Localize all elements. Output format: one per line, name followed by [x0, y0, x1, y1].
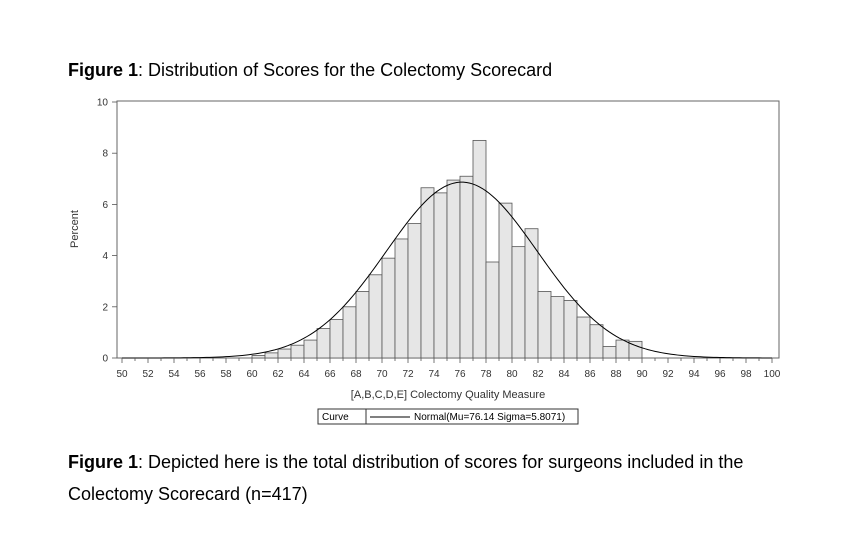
legend: Curve Normal(Mu=76.14 Sigma=5.8071) [317, 408, 579, 425]
legend-box [317, 408, 579, 425]
x-tick-label: 94 [688, 369, 700, 380]
histogram-bar [537, 291, 552, 359]
histogram-bar [316, 328, 331, 359]
x-tick-label: 88 [610, 369, 622, 380]
histogram-bar [589, 324, 604, 359]
histogram-bar [381, 257, 396, 359]
x-tick-label: 98 [740, 369, 752, 380]
x-tick-label: 68 [350, 369, 362, 380]
histogram-bar [355, 291, 370, 359]
x-tick-label: 78 [480, 369, 492, 380]
x-tick-label: 86 [584, 369, 596, 380]
histogram-bar [602, 346, 617, 359]
figure-caption: Figure 1: Depicted here is the total dis… [68, 446, 808, 510]
y-tick-label: 6 [102, 200, 108, 211]
histogram-bar [485, 261, 500, 359]
figure-title-label: Figure 1 [68, 60, 139, 80]
x-tick-label: 84 [558, 369, 570, 380]
x-tick-label: 62 [272, 369, 284, 380]
histogram-bar [394, 238, 409, 359]
histogram-bar [420, 187, 435, 359]
figure-title-text: : Distribution of Scores for the Colecto… [138, 60, 553, 80]
histogram-bar [628, 340, 643, 359]
histogram-bar [290, 344, 305, 359]
x-tick-label: 80 [506, 369, 518, 380]
x-tick-label: 58 [220, 369, 232, 380]
y-axis: 0 2 4 6 8 10 [97, 98, 117, 365]
x-tick-label: 100 [764, 369, 781, 380]
histogram-bar [407, 223, 422, 359]
histogram-bar [576, 316, 591, 359]
y-tick-label: 4 [102, 251, 108, 262]
x-tick-label: 70 [376, 369, 388, 380]
x-axis: 50 52 54 56 58 60 62 64 66 68 70 72 74 76 78 80 82 84 86 88… [116, 358, 781, 380]
legend-entry: Normal(Mu=76.14 Sigma=5.8071) [414, 412, 565, 423]
x-tick-label: 54 [168, 369, 180, 380]
x-tick-label: 64 [298, 369, 310, 380]
y-tick-label: 10 [97, 98, 109, 109]
histogram-bar [498, 202, 513, 359]
histogram-bar [550, 296, 565, 359]
x-tick-label: 66 [324, 369, 336, 380]
histogram-bar [615, 339, 630, 359]
y-tick-label: 8 [102, 149, 108, 160]
histogram-bar [329, 319, 344, 359]
histogram-bar [459, 175, 474, 359]
histogram-bar [342, 306, 357, 359]
histogram-bar [563, 299, 578, 359]
histogram-bar [433, 192, 448, 359]
x-tick-label: 72 [402, 369, 414, 380]
y-tick-label: 0 [102, 354, 108, 365]
histogram-bar [472, 139, 487, 359]
caption-label: Figure 1 [68, 452, 139, 472]
bars-group [251, 139, 643, 359]
figure-title: Figure 1: Distribution of Scores for the… [68, 60, 552, 81]
histogram-bar [446, 179, 461, 359]
y-tick-label: 2 [102, 302, 108, 313]
x-tick-label: 56 [194, 369, 206, 380]
caption-text: : Depicted here is the total distributio… [68, 452, 744, 504]
histogram-bar [277, 348, 292, 359]
x-tick-label: 50 [116, 369, 128, 380]
histogram-bar [251, 355, 266, 359]
x-tick-label: 96 [714, 369, 726, 380]
histogram-bar [264, 352, 279, 359]
x-tick-label: 92 [662, 369, 674, 380]
x-tick-label: 60 [246, 369, 258, 380]
x-tick-label: 74 [428, 369, 440, 380]
normal-curve [122, 181, 773, 359]
x-tick-label: 82 [532, 369, 544, 380]
histogram-bar [368, 274, 383, 359]
x-tick-label: 90 [636, 369, 648, 380]
histogram-bar [524, 228, 539, 359]
histogram-bar [303, 339, 318, 359]
y-axis-label: Percent [69, 210, 81, 248]
x-axis-label: [A,B,C,D,E] Colectomy Quality Measure [351, 389, 545, 401]
legend-title: Curve [322, 412, 349, 423]
histogram-bar [511, 246, 526, 359]
x-tick-label: 76 [454, 369, 466, 380]
x-tick-label: 52 [142, 369, 154, 380]
